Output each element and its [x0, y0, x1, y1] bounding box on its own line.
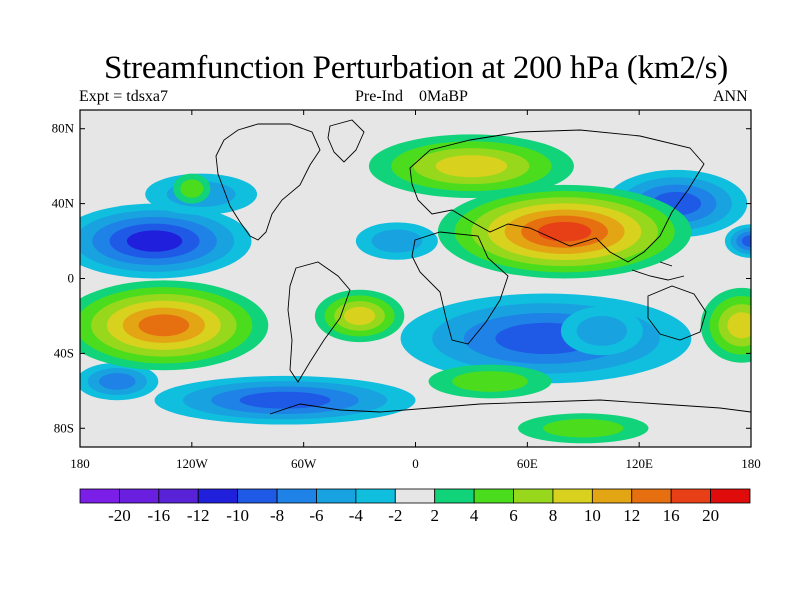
lat-tick-label: 40S [54, 345, 74, 360]
colorbar-label: -16 [147, 506, 170, 525]
experiment-label: Expt = tdsxa7 [79, 88, 169, 105]
colorbar-label: -20 [108, 506, 131, 525]
colorbar-swatch [394, 488, 436, 504]
contour-band [180, 179, 204, 198]
coastline-africa [411, 231, 509, 345]
contour-band [543, 419, 624, 438]
colorbar-swatch [197, 488, 239, 504]
lon-tick-label: 60E [517, 456, 538, 471]
contour-band [727, 312, 751, 339]
coastline-indonesia [631, 261, 685, 281]
lon-tick-label: 60W [291, 456, 317, 471]
colorbar-swatch [355, 488, 396, 504]
colorbar-label: 4 [470, 506, 479, 525]
colorbar-label: 20 [702, 506, 719, 525]
contour-band [452, 371, 528, 392]
lat-tick-label: 80S [54, 420, 74, 435]
colorbar-swatch [670, 488, 711, 504]
colorbar-label: 8 [549, 506, 558, 525]
colorbar-label: 6 [509, 506, 518, 525]
colorbar-swatch [513, 488, 554, 504]
chart-title: Streamfunction Perturbation at 200 hPa (… [103, 50, 729, 86]
contour-band [537, 221, 592, 242]
colorbar-label: 2 [430, 506, 439, 525]
colorbar-swatch [79, 488, 120, 504]
contour-band [126, 230, 183, 252]
coastlines [215, 119, 751, 415]
axis-ticks: 80N 40N 0 40S 80S 180 120W 60W 0 60E 120E 180 [52, 110, 761, 471]
colorbar-label: 16 [663, 506, 680, 525]
contour-field [80, 134, 751, 444]
lat-tick-label: 40N [52, 196, 75, 211]
contour-band [239, 391, 331, 409]
season-label: ANN [713, 88, 748, 105]
colorbar-swatch [316, 488, 357, 504]
contour-band [435, 155, 508, 178]
colorbar-label: -6 [309, 506, 323, 525]
period-label: Pre-Ind 0MaBP [355, 88, 468, 105]
colorbar-label: -8 [270, 506, 284, 525]
colorbar-label: 10 [584, 506, 601, 525]
colorbar-label: -10 [226, 506, 249, 525]
colorbar-swatch [276, 488, 317, 504]
colorbar-swatch [552, 488, 593, 504]
lon-tick-label: 120E [625, 456, 653, 471]
lat-tick-label: 0 [68, 271, 75, 286]
coastline-greenland [327, 119, 365, 163]
contour-band [371, 229, 423, 253]
coastline-australia [647, 285, 707, 341]
lon-tick-label: 0 [412, 456, 419, 471]
coastline-south-america [287, 261, 351, 383]
colorbar-label: -4 [349, 506, 364, 525]
coastline-north-america [215, 123, 321, 241]
contour-band [741, 235, 751, 247]
colorbar: -20 -16 -12 -10 -8 -6 -4 -2 2 4 6 8 10 12 16 20 [79, 488, 751, 525]
lon-tick-label: 180 [70, 456, 90, 471]
contour-band [138, 314, 190, 337]
colorbar-label: 12 [623, 506, 640, 525]
colorbar-label: -12 [187, 506, 210, 525]
colorbar-swatch [119, 488, 160, 504]
colorbar-swatch [237, 488, 278, 504]
colorbar-swatch [591, 488, 633, 504]
colorbar-swatch [631, 488, 672, 504]
lon-tick-label: 180 [741, 456, 761, 471]
coastline-eurasia [409, 129, 705, 263]
lat-tick-label: 80N [52, 121, 75, 136]
colorbar-swatch [710, 488, 751, 504]
colorbar-swatch [158, 488, 199, 504]
map-panel: 80N 40N 0 40S 80S 180 120W 60W 0 60E 120E 180 [52, 109, 761, 471]
contour-band [344, 306, 376, 326]
lon-tick-label: 120W [176, 456, 209, 471]
contour-band [576, 315, 628, 346]
colorbar-swatch [434, 488, 475, 504]
coastline-antarctica [269, 399, 751, 415]
colorbar-swatch [473, 488, 514, 504]
colorbar-label: -2 [388, 506, 402, 525]
contour-band [99, 373, 136, 390]
